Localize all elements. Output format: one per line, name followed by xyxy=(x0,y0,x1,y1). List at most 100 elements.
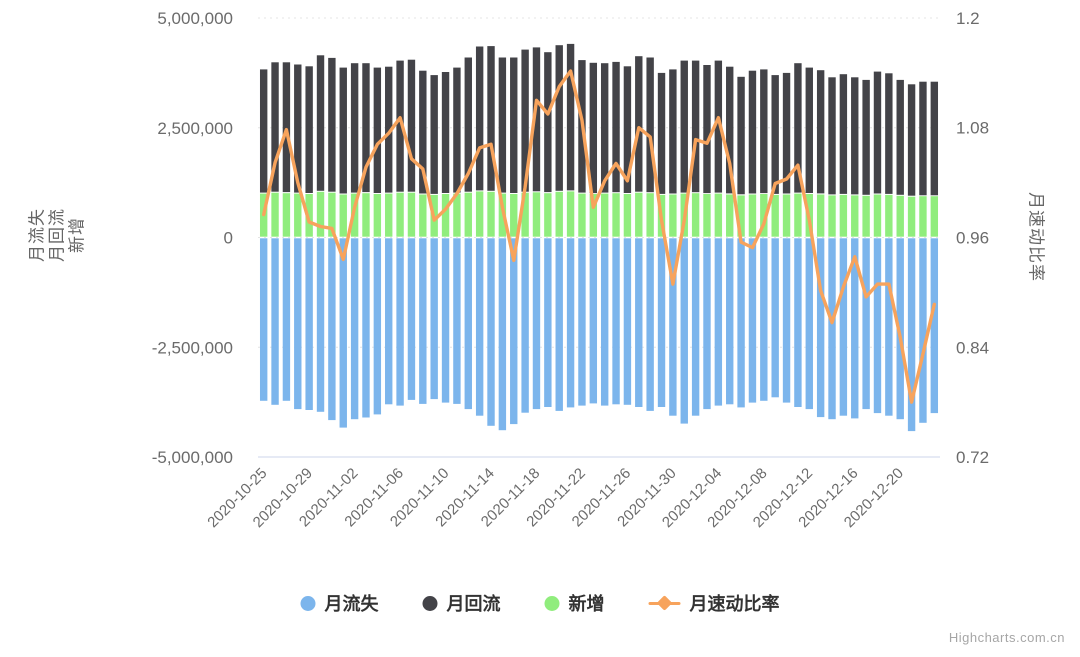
outflow-bar[interactable] xyxy=(748,238,757,403)
outflow-bar[interactable] xyxy=(816,238,825,418)
new-bar[interactable] xyxy=(600,193,609,237)
outflow-bar[interactable] xyxy=(896,238,904,420)
outflow-bar[interactable] xyxy=(464,238,472,410)
outflow-bar[interactable] xyxy=(532,238,541,410)
outflow-bar[interactable] xyxy=(498,238,507,431)
new-bar[interactable] xyxy=(873,194,882,237)
return-bar[interactable] xyxy=(885,73,893,194)
return-bar[interactable] xyxy=(498,57,507,193)
outflow-bar[interactable] xyxy=(419,238,427,404)
return-bar[interactable] xyxy=(487,46,495,191)
return-bar[interactable] xyxy=(714,60,723,193)
return-bar[interactable] xyxy=(521,49,529,192)
return-bar[interactable] xyxy=(657,72,666,194)
new-bar[interactable] xyxy=(635,192,643,237)
outflow-bar[interactable] xyxy=(646,238,654,411)
new-bar[interactable] xyxy=(851,195,859,237)
new-bar[interactable] xyxy=(521,192,529,237)
outflow-bar[interactable] xyxy=(282,238,291,401)
outflow-bar[interactable] xyxy=(407,238,416,400)
outflow-bar[interactable] xyxy=(385,238,393,405)
legend-item-quick-ratio[interactable]: 月速动比率 xyxy=(648,590,780,616)
new-bar[interactable] xyxy=(839,194,848,237)
new-bar[interactable] xyxy=(566,191,575,237)
new-bar[interactable] xyxy=(373,194,382,237)
return-bar[interactable] xyxy=(737,76,745,195)
return-bar[interactable] xyxy=(635,56,643,192)
outflow-bar[interactable] xyxy=(578,238,586,406)
outflow-bar[interactable] xyxy=(510,238,518,425)
outflow-bar[interactable] xyxy=(782,238,791,403)
new-bar[interactable] xyxy=(771,194,779,237)
return-bar[interactable] xyxy=(350,63,359,193)
return-bar[interactable] xyxy=(373,67,382,193)
return-bar[interactable] xyxy=(816,70,825,194)
outflow-bar[interactable] xyxy=(373,238,382,415)
return-bar[interactable] xyxy=(396,60,404,192)
new-bar[interactable] xyxy=(419,194,427,237)
outflow-bar[interactable] xyxy=(805,238,813,410)
new-bar[interactable] xyxy=(862,195,870,237)
return-bar[interactable] xyxy=(294,64,302,193)
return-bar[interactable] xyxy=(589,62,598,194)
return-bar[interactable] xyxy=(271,62,279,192)
legend-item-outflow[interactable]: 月流失 xyxy=(300,590,379,616)
new-bar[interactable] xyxy=(828,195,836,237)
return-bar[interactable] xyxy=(510,57,518,194)
return-bar[interactable] xyxy=(760,69,768,194)
return-bar[interactable] xyxy=(282,62,291,193)
new-bar[interactable] xyxy=(282,193,291,237)
new-bar[interactable] xyxy=(532,192,541,237)
new-bar[interactable] xyxy=(748,194,757,237)
return-bar[interactable] xyxy=(612,61,620,193)
return-bar[interactable] xyxy=(464,57,472,192)
outflow-bar[interactable] xyxy=(453,238,461,404)
outflow-bar[interactable] xyxy=(635,238,643,407)
new-bar[interactable] xyxy=(555,191,563,237)
outflow-bar[interactable] xyxy=(851,238,859,419)
outflow-bar[interactable] xyxy=(271,238,279,405)
outflow-bar[interactable] xyxy=(885,238,893,416)
return-bar[interactable] xyxy=(453,67,461,193)
return-bar[interactable] xyxy=(532,47,541,192)
return-bar[interactable] xyxy=(726,66,734,194)
return-bar[interactable] xyxy=(794,63,802,193)
highcharts-credit-link[interactable]: Highcharts.com.cn xyxy=(948,630,1065,645)
outflow-bar[interactable] xyxy=(589,238,598,404)
return-bar[interactable] xyxy=(669,69,677,194)
return-bar[interactable] xyxy=(407,59,416,192)
outflow-bar[interactable] xyxy=(396,238,404,406)
return-bar[interactable] xyxy=(419,70,427,194)
return-bar[interactable] xyxy=(703,65,711,194)
new-bar[interactable] xyxy=(441,194,450,237)
outflow-bar[interactable] xyxy=(794,238,802,407)
new-bar[interactable] xyxy=(475,191,484,237)
return-bar[interactable] xyxy=(691,60,700,193)
outflow-bar[interactable] xyxy=(350,238,359,420)
new-bar[interactable] xyxy=(362,193,370,237)
new-bar[interactable] xyxy=(919,196,927,237)
return-bar[interactable] xyxy=(544,52,552,193)
return-bar[interactable] xyxy=(316,55,325,191)
outflow-bar[interactable] xyxy=(771,238,779,398)
new-bar[interactable] xyxy=(578,193,586,237)
outflow-bar[interactable] xyxy=(259,238,268,401)
new-bar[interactable] xyxy=(487,191,495,237)
outflow-bar[interactable] xyxy=(919,238,927,423)
new-bar[interactable] xyxy=(305,194,313,237)
return-bar[interactable] xyxy=(839,74,848,194)
quick-ratio-line[interactable] xyxy=(262,69,936,404)
new-bar[interactable] xyxy=(328,192,336,237)
new-bar[interactable] xyxy=(907,196,916,237)
outflow-bar[interactable] xyxy=(487,238,495,426)
return-bar[interactable] xyxy=(600,63,609,193)
new-bar[interactable] xyxy=(407,192,416,237)
return-bar[interactable] xyxy=(623,66,632,193)
outflow-bar[interactable] xyxy=(316,238,325,412)
new-bar[interactable] xyxy=(623,194,632,237)
outflow-bar[interactable] xyxy=(737,238,745,408)
new-bar[interactable] xyxy=(544,193,552,237)
new-bar[interactable] xyxy=(464,192,472,237)
new-bar[interactable] xyxy=(396,192,404,237)
return-bar[interactable] xyxy=(919,81,927,196)
